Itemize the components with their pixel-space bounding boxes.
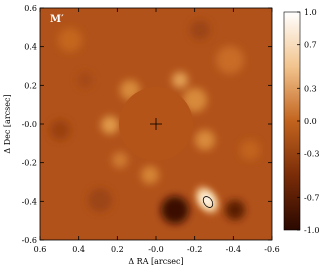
colorbar-tick-label: -1.0: [304, 226, 319, 235]
image: [40, 8, 272, 240]
x-tick-label: -0.6: [264, 245, 279, 254]
panel-label: M′: [50, 14, 64, 25]
x-tick-label: 0.4: [72, 245, 85, 254]
colorbar-tick-label: 0.0: [304, 117, 317, 126]
x-tick-label: -0.4: [226, 245, 241, 254]
y-tick-label: -0.6: [22, 236, 37, 245]
y-axis-label: Δ Dec [arcsec]: [3, 94, 12, 153]
colorbar-tick-label: -0.7: [304, 193, 319, 202]
y-tick-label: -0.0: [22, 120, 37, 129]
y-tick-label: 0.6: [24, 4, 37, 13]
x-axis-label: Δ RA [arcsec]: [128, 257, 183, 266]
x-tick-label: 0.2: [111, 245, 124, 254]
x-tick-label: -0.2: [187, 245, 202, 254]
colorbar-tick-label: 0.3: [304, 84, 317, 93]
x-tick-label: 0.6: [34, 245, 47, 254]
y-tick-label: 0.4: [24, 43, 37, 52]
y-tick-label: -0.2: [22, 159, 37, 168]
colorbar-tick-label: 1.0: [304, 8, 317, 17]
y-tick-label: 0.2: [24, 81, 37, 90]
colorbar-tick-label: -0.3: [304, 150, 319, 159]
y-tick-label: -0.4: [22, 197, 37, 206]
x-tick-label: -0.0: [148, 245, 163, 254]
contour: [202, 196, 214, 208]
colorbar-tick-label: 0.7: [304, 41, 317, 50]
